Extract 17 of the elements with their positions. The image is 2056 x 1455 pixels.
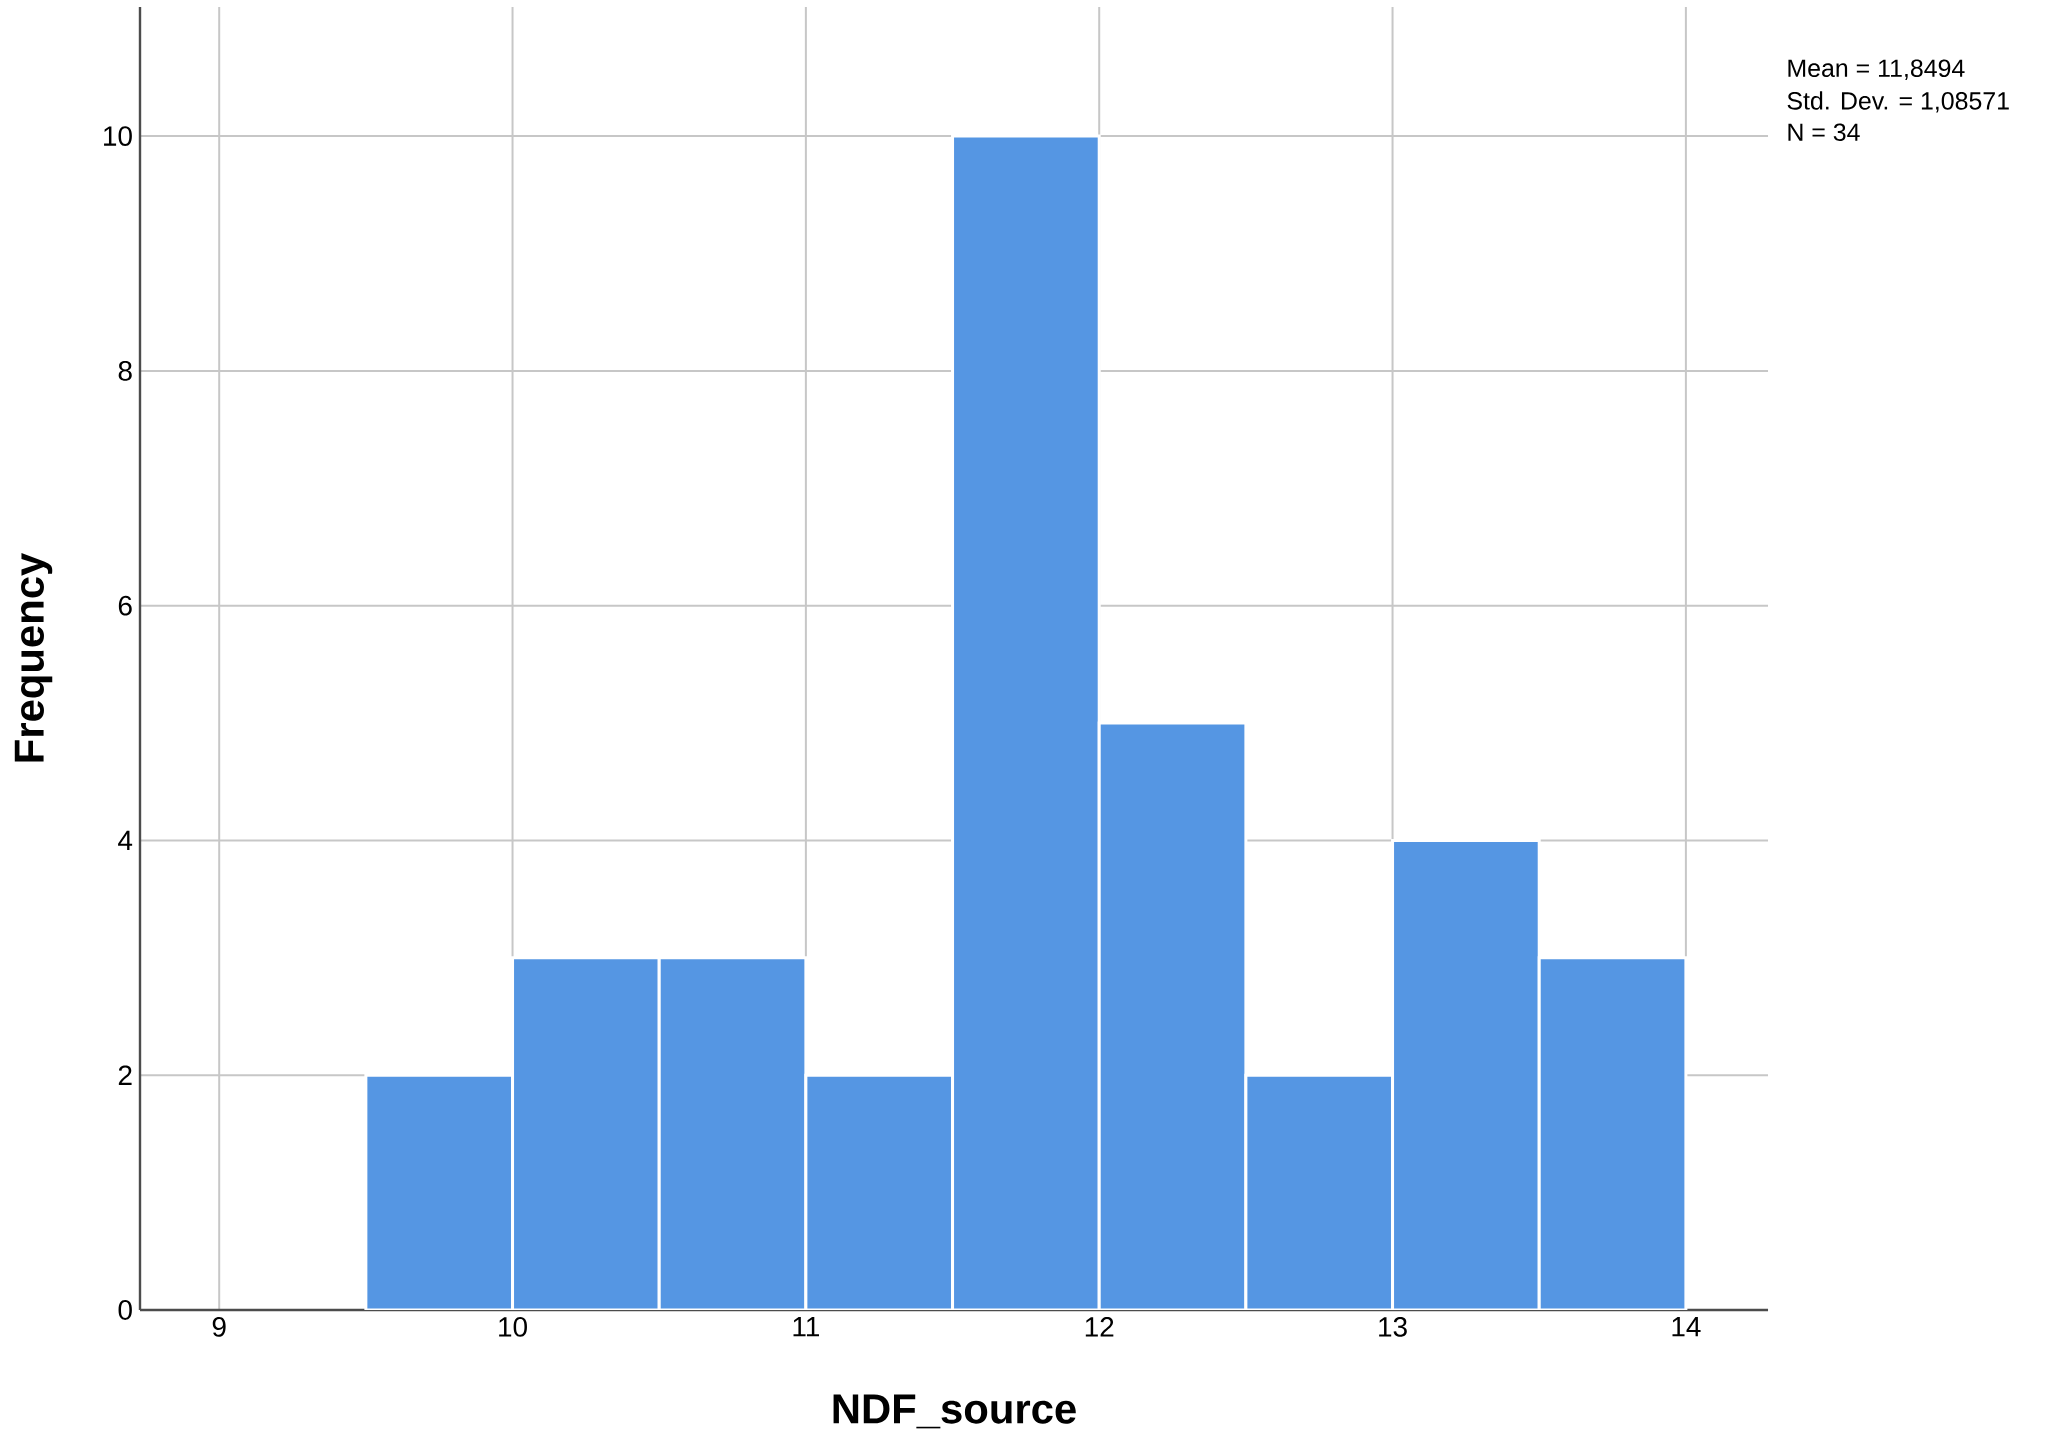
x-axis-title: NDF_source (833, 1394, 1076, 1429)
x-tick-label: 10 (499, 1317, 527, 1337)
x-tick-label: 12 (1085, 1317, 1114, 1337)
text: N = 34 (1788, 123, 1860, 142)
x-tick-label: 14 (1672, 1317, 1701, 1337)
x-tick-label: 13 (1379, 1317, 1407, 1337)
x-tick-label: 11 (793, 1317, 819, 1337)
y-tick-label: 0 (118, 1300, 132, 1320)
x-tick-label: 9 (212, 1317, 226, 1337)
y-tick-label: 2 (118, 1065, 132, 1085)
text: Std. Dev. = 1,08571 (1787, 91, 2009, 113)
text: Mean = 11,8494 (1788, 59, 1965, 80)
y-tick-label: 8 (118, 360, 132, 381)
y-tick-label: 4 (118, 830, 133, 851)
y-tick-label: 6 (118, 595, 132, 616)
y-tick-label: 10 (104, 126, 132, 146)
y-axis-title: Frequency (14, 552, 53, 762)
